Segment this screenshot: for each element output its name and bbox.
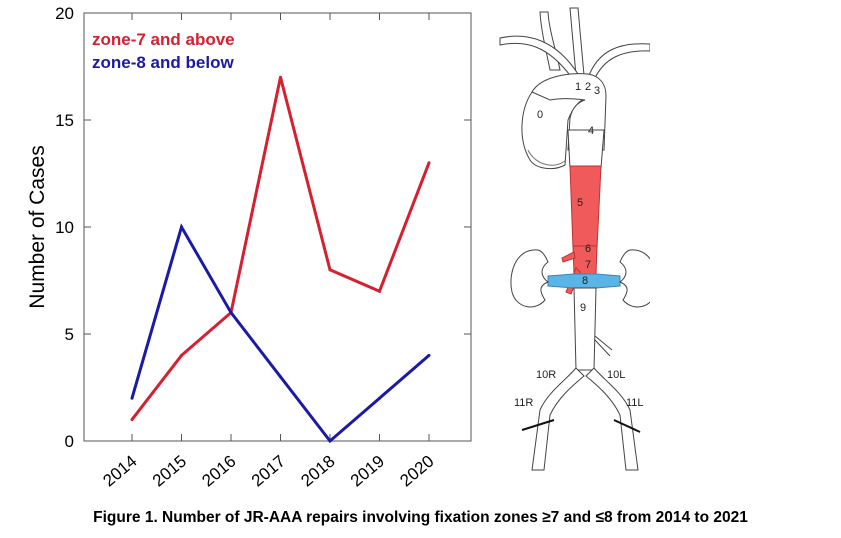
data-point (328, 268, 332, 272)
y-axis: 0 5 10 15 20 (55, 4, 471, 451)
legend-item-zone7: zone-7 and above (92, 30, 235, 49)
zone-label-6: 6 (585, 243, 591, 255)
x-tick-label: 2018 (297, 452, 338, 491)
zone-label-10l: 10L (607, 369, 625, 381)
zone-label-10r: 10R (536, 369, 556, 381)
data-point (427, 161, 431, 165)
data-point (427, 353, 431, 357)
infrarenal-aorta (573, 287, 597, 371)
right-iliac (531, 367, 585, 471)
zone-label-9: 9 (580, 302, 586, 314)
zone-label-3: 3 (594, 85, 600, 97)
data-point (229, 311, 233, 315)
right-kidney (510, 249, 550, 308)
x-tick-label: 2020 (396, 452, 437, 491)
left-iliac-marker (613, 419, 641, 433)
y-tick-label: 20 (55, 4, 74, 23)
data-point (180, 225, 183, 229)
zone-8-highlight (547, 273, 621, 289)
x-tick-label: 2015 (149, 452, 190, 491)
zone-label-11l: 11L (626, 397, 644, 409)
aortic-valve (527, 149, 567, 166)
y-tick-label: 5 (65, 325, 74, 344)
y-tick-label: 10 (55, 218, 74, 237)
aorta-zones-diagram: 0 1 2 3 4 5 6 7 8 9 10R 10L 11R 11L (499, 7, 650, 471)
descending-aorta-upper (567, 129, 605, 169)
data-point (130, 418, 134, 422)
data-point (378, 289, 381, 293)
aortic-root (521, 91, 592, 170)
zone-5-highlight (569, 165, 602, 249)
zone-labels: 0 1 2 3 4 5 6 7 8 9 10R 10L 11R 11L (514, 81, 644, 409)
zone-label-1: 1 (575, 81, 581, 93)
inferior-mesenteric-branch (594, 335, 613, 357)
series-lines (130, 75, 431, 444)
y-axis-label: Number of Cases (26, 145, 49, 308)
x-tick-label: 2014 (99, 452, 140, 491)
x-tick-label: 2016 (198, 452, 239, 491)
data-point (279, 75, 282, 79)
zone-label-4: 4 (588, 125, 594, 137)
x-axis: 2014 2015 2016 2017 2018 2019 2020 (99, 13, 438, 491)
series-line-zone8-and-below (130, 223, 430, 444)
legend-item-zone8: zone-8 and below (92, 53, 234, 72)
zone-label-11r: 11R (514, 397, 533, 409)
zone-label-7: 7 (585, 259, 591, 271)
right-iliac-marker (521, 419, 555, 431)
x-tick-label: 2017 (248, 452, 289, 491)
data-point (180, 353, 183, 357)
figure-caption: Figure 1. Number of JR-AAA repairs invol… (93, 509, 748, 526)
data-point (328, 439, 332, 443)
zone-label-5: 5 (577, 197, 583, 209)
y-tick-label: 15 (55, 111, 74, 130)
zone-label-0: 0 (537, 109, 543, 121)
zone-label-2: 2 (585, 81, 591, 93)
arch-branches (499, 7, 650, 81)
left-iliac (585, 367, 639, 471)
left-kidney (618, 249, 650, 308)
plot-frame (83, 12, 472, 442)
line-chart: 0 5 10 15 20 2014 2015 2016 2017 2018 2019 2020 Nu… (26, 4, 472, 491)
data-point (378, 396, 381, 400)
visceral-branch (561, 251, 576, 263)
data-point (130, 396, 134, 400)
y-tick-label: 0 (65, 432, 74, 451)
x-tick-label: 2019 (347, 452, 388, 491)
zone-label-8: 8 (582, 275, 588, 287)
data-point (279, 375, 282, 379)
